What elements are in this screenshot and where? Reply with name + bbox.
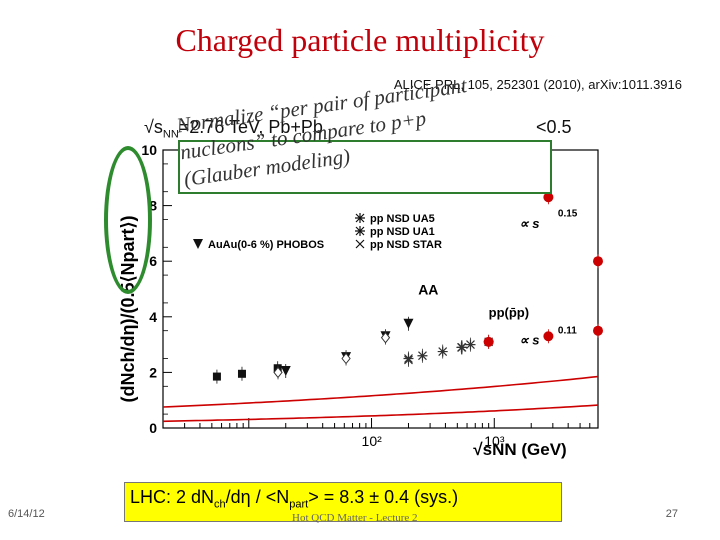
legend-label: AuAu(0-6 %) PHOBOS xyxy=(208,239,324,251)
aa-power-value: 0.15 xyxy=(558,209,578,220)
x-tick-label: 10³ xyxy=(484,433,505,449)
data-point xyxy=(341,352,351,365)
data-point xyxy=(403,318,414,329)
x-axis-label: √sNN (GeV) xyxy=(473,440,566,459)
legend-marker xyxy=(355,226,365,236)
legend-label: pp NSD UA5 xyxy=(370,213,435,225)
legend-label: pp NSD UA1 xyxy=(370,226,435,238)
data-point xyxy=(543,192,554,203)
data-point xyxy=(593,256,603,267)
fit-curve-aa xyxy=(162,404,599,423)
y-tick-label: 2 xyxy=(149,364,157,380)
pp-label: pp(p̄p) xyxy=(489,305,529,320)
result-highlight-box xyxy=(124,482,562,522)
legend-label: pp NSD STAR xyxy=(370,239,442,251)
footer-page-number: 27 xyxy=(665,508,678,520)
legend-marker xyxy=(355,239,365,249)
x-tick-label: 10² xyxy=(362,433,383,449)
y-tick-label: 0 xyxy=(149,420,157,436)
data-point xyxy=(543,331,554,342)
lhc-result: LHC: 2 dNch/dη / <Npart> = 8.3 ± 0.4 (sy… xyxy=(130,487,459,511)
data-point xyxy=(280,366,291,377)
aa-label: AA xyxy=(418,282,438,298)
data-point xyxy=(593,325,603,336)
data-point xyxy=(273,366,283,379)
slide-title: Charged particle multiplicity xyxy=(175,22,545,58)
data-point xyxy=(465,339,476,350)
legend-marker xyxy=(355,213,365,223)
ylabel-highlight-ellipse xyxy=(104,146,152,294)
footer-lecture: Hot QCD Matter - Lecture 2 xyxy=(292,512,418,524)
y-tick-label: 4 xyxy=(149,309,157,325)
data-point xyxy=(404,355,413,365)
data-point xyxy=(237,369,246,378)
data-point xyxy=(380,331,391,344)
pp-power-value: 0.11 xyxy=(558,325,577,336)
footer-date: 6/14/12 xyxy=(8,508,45,520)
data-point xyxy=(437,346,448,357)
data-point xyxy=(456,342,467,353)
y-tick-label: 10 xyxy=(141,142,157,158)
fit-curve-pp xyxy=(162,375,599,408)
y-tick-label: 8 xyxy=(149,198,157,214)
energy-label: √sNN=2.76 TeV, Pb+Pb xyxy=(144,117,323,141)
data-point xyxy=(212,372,221,381)
reference-citation: ALICE PRL, 105, 252301 (2010), arXiv:101… xyxy=(393,77,682,92)
y-tick-label: 6 xyxy=(149,253,157,269)
normalization-callout-box xyxy=(178,140,552,194)
data-point xyxy=(483,336,494,347)
legend-marker xyxy=(193,239,203,249)
eta-cut-label: <0.5 xyxy=(536,117,572,137)
aa-power-law: ∝ s xyxy=(519,216,539,231)
data-point xyxy=(417,350,428,361)
pp-power-law: ∝ s xyxy=(519,333,539,348)
